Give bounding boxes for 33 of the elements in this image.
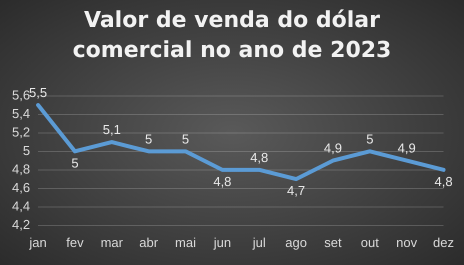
x-tick-label: dez [433, 234, 454, 250]
data-label: 5 [145, 131, 152, 146]
x-tick-label: jan [28, 234, 47, 250]
x-tick-label: ago [285, 234, 307, 250]
x-tick-label: jul [252, 234, 266, 250]
data-label: 4,9 [398, 140, 416, 156]
y-tick-label: 5 [22, 142, 30, 158]
data-label: 4,8 [434, 174, 453, 189]
x-tick-label: set [324, 234, 342, 250]
y-tick-label: 4,6 [12, 180, 30, 195]
data-label: 5 [182, 131, 190, 146]
chart-title: Valor de venda do dólar comercial no ano de 2023 [72, 7, 392, 65]
x-tick-label: mar [100, 234, 124, 250]
y-tick-label: 4,2 [12, 216, 30, 232]
x-tick-label: nov [396, 234, 418, 250]
data-label: 4,9 [324, 140, 342, 156]
y-tick-label: 4,4 [12, 198, 30, 214]
data-label: 4,8 [213, 174, 232, 189]
x-tick-label: mai [175, 234, 196, 250]
data-label: 5,1 [102, 122, 121, 138]
data-label: 4,7 [287, 183, 306, 198]
y-tick-label: 5,2 [12, 124, 30, 140]
y-tick-label: 4,8 [12, 161, 30, 176]
data-label: 5,5 [29, 85, 48, 100]
data-label: 4,8 [250, 150, 268, 165]
x-tick-label: abr [139, 234, 159, 250]
data-label: 5 [366, 131, 374, 146]
x-tick-label: jun [212, 234, 232, 250]
data-label: 5 [71, 155, 79, 170]
x-tick-label: out [360, 234, 380, 250]
x-tick-label: fev [66, 234, 84, 250]
y-tick-label: 5,4 [12, 106, 30, 121]
y-tick-label: 5,6 [12, 87, 30, 102]
